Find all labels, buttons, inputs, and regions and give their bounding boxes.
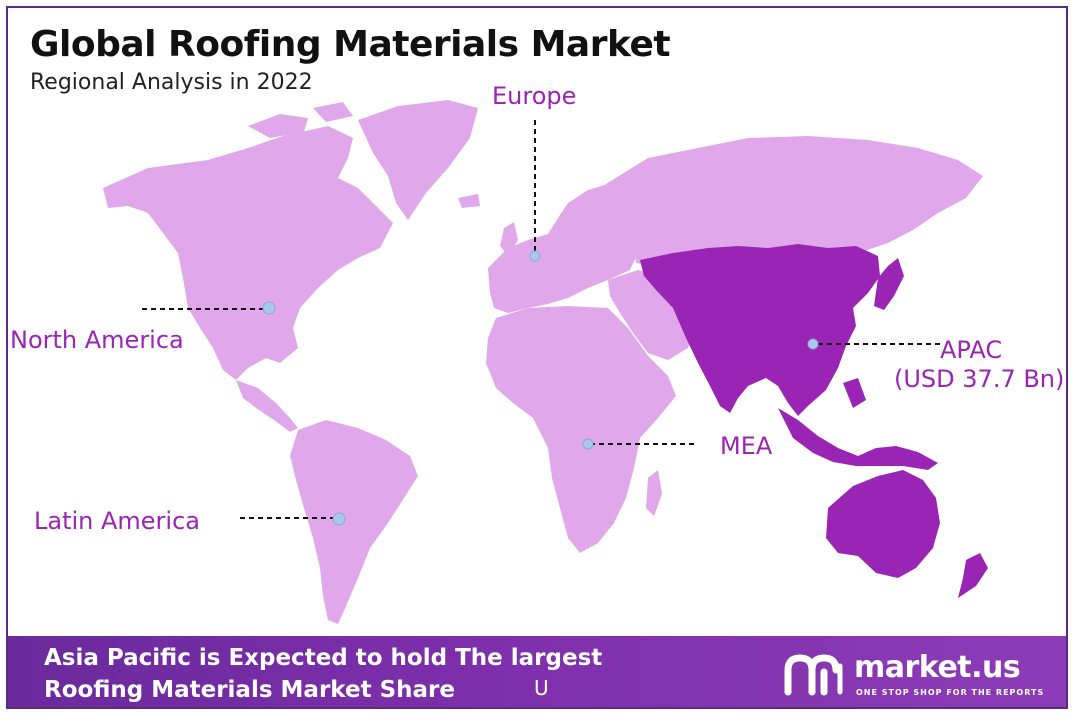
africa-landmass [486, 306, 676, 553]
madagascar-landmass [646, 470, 662, 516]
uk-landmass [458, 194, 518, 256]
north-america-label: North America [10, 326, 184, 354]
mea-marker [582, 438, 594, 450]
chart-subtitle: Regional Analysis in 2022 [30, 70, 313, 95]
chart-title: Global Roofing Materials Market [30, 24, 671, 65]
europe-label: Europe [492, 82, 577, 110]
greenland-landmass [358, 100, 478, 220]
footer-line-1: Asia Pacific is Expected to hold The lar… [44, 645, 603, 671]
south-america-landmass [290, 420, 418, 624]
market-us-logo-icon [784, 654, 843, 696]
north-america-landmass [103, 126, 393, 380]
footer-line-2: Roofing Materials Market Share [44, 677, 455, 703]
apac-label: APAC [940, 336, 1003, 364]
southeast-asia-islands-highlight [778, 378, 938, 470]
apac-marker [807, 338, 819, 350]
europe-marker [529, 250, 541, 262]
japan-highlight [874, 258, 904, 310]
world-map [103, 100, 988, 624]
footer-banner: Asia Pacific is Expected to hold The lar… [8, 636, 1066, 707]
brand-name: market.us [854, 650, 1021, 685]
asia-mainland-highlight [640, 244, 880, 416]
mea-label: MEA [720, 432, 773, 460]
north-america-marker [262, 301, 276, 315]
latin-america-label: Latin America [34, 507, 200, 535]
apac-value-label: (USD 37.7 Bn) [894, 365, 1065, 393]
infographic-frame: Global Roofing Materials Market Regional… [6, 6, 1068, 709]
arctic-islands [248, 102, 353, 138]
latin-america-marker [332, 512, 346, 526]
central-america-landmass [236, 380, 298, 432]
australia-highlight [826, 470, 940, 578]
footer-message: Asia Pacific is Expected to hold The lar… [44, 642, 602, 706]
europe-landmass [488, 184, 638, 313]
north-asia-landmass [606, 136, 983, 266]
footer-glyph: U [534, 676, 549, 700]
new-zealand-highlight [958, 553, 988, 598]
brand-tagline: ONE STOP SHOP FOR THE REPORTS [856, 688, 1045, 697]
